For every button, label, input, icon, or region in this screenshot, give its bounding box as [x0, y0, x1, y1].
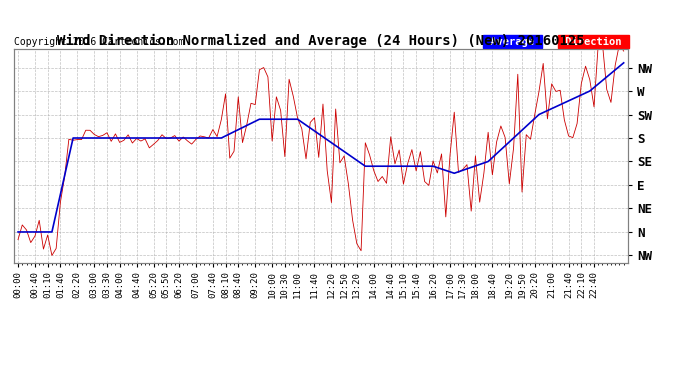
Text: Copyright 2016 Cartronics.com: Copyright 2016 Cartronics.com	[14, 37, 185, 46]
Text: Average: Average	[484, 37, 541, 46]
Text: Direction: Direction	[559, 37, 628, 46]
Title: Wind Direction Normalized and Average (24 Hours) (New) 20160125: Wind Direction Normalized and Average (2…	[57, 33, 584, 48]
